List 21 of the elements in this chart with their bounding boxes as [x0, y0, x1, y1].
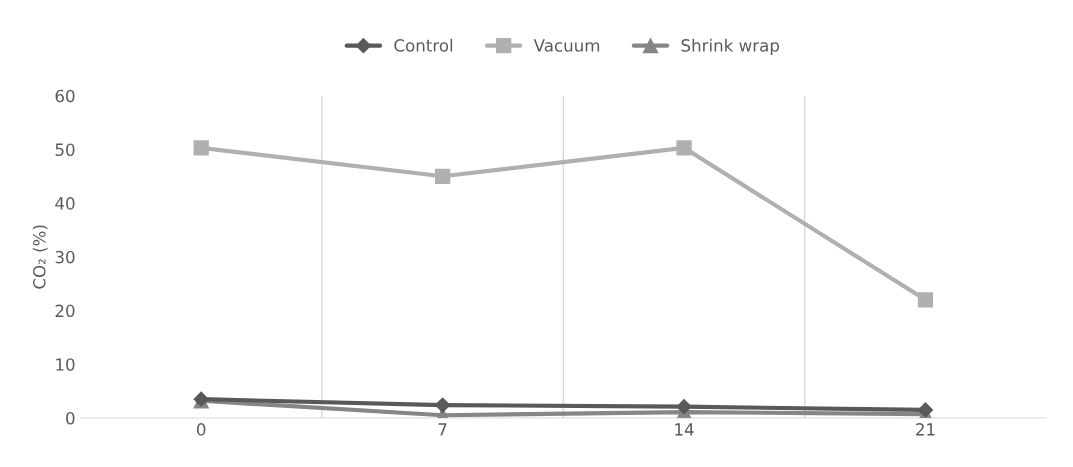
point: [193, 140, 209, 156]
point: [917, 292, 934, 308]
legend-label: Shrink wrap: [681, 38, 779, 55]
y-axis-title: CO₂ (%): [32, 225, 48, 289]
y-tick-label: 0: [66, 411, 75, 425]
y-tick-label: 60: [55, 89, 75, 103]
y-tick-label: 50: [55, 143, 75, 157]
point: [676, 399, 692, 415]
legend-label: Vacuum: [533, 39, 600, 52]
y-tick-label: 40: [55, 197, 75, 210]
x-tick-label: 21: [916, 423, 935, 436]
y-tick-label: 10: [56, 358, 75, 371]
x-tick-label: 14: [675, 423, 694, 436]
legend-label: Control: [394, 38, 453, 52]
y-tick-label: 20: [55, 304, 75, 318]
y-tick-label: 30: [55, 250, 75, 264]
x-tick-label: 0: [196, 423, 206, 436]
point: [434, 168, 451, 184]
point: [435, 397, 451, 413]
point: [676, 140, 692, 156]
x-tick-label: 7: [438, 423, 447, 436]
